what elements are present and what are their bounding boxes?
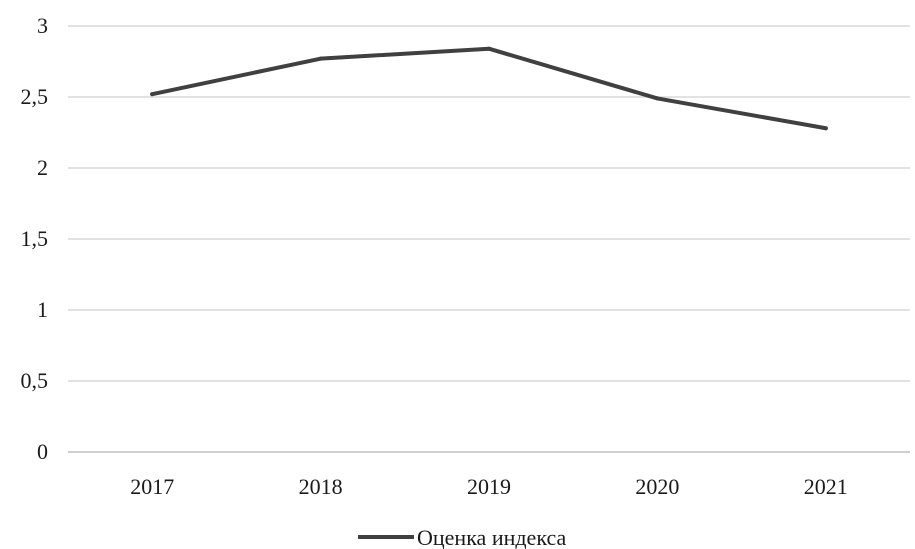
data-point bbox=[823, 126, 828, 131]
y-axis-ticks: 0 0,5 1 1,5 2 2,5 3 bbox=[21, 13, 49, 464]
y-tick-label: 1 bbox=[37, 297, 48, 322]
y-tick-label: 1,5 bbox=[21, 226, 49, 251]
y-tick-label: 3 bbox=[37, 13, 48, 38]
gridlines bbox=[68, 25, 910, 453]
data-point bbox=[150, 92, 155, 97]
y-tick-label: 2 bbox=[37, 155, 48, 180]
legend-label: Оценка индекса bbox=[417, 525, 566, 549]
series-lines bbox=[150, 46, 828, 131]
x-tick-label: 2018 bbox=[299, 474, 343, 499]
x-tick-label: 2017 bbox=[130, 474, 174, 499]
x-axis-ticks: 2017 2018 2019 2020 2021 bbox=[130, 474, 848, 499]
series-line bbox=[150, 46, 828, 131]
y-tick-label: 0,5 bbox=[21, 368, 49, 393]
x-tick-label: 2021 bbox=[804, 474, 848, 499]
data-point bbox=[655, 96, 660, 101]
x-tick-label: 2019 bbox=[467, 474, 511, 499]
x-tick-label: 2020 bbox=[635, 474, 679, 499]
legend: Оценка индекса bbox=[358, 525, 566, 549]
data-point bbox=[487, 46, 491, 51]
y-tick-label: 0 bbox=[37, 439, 48, 464]
data-point bbox=[318, 56, 323, 61]
y-tick-label: 2,5 bbox=[21, 84, 49, 109]
